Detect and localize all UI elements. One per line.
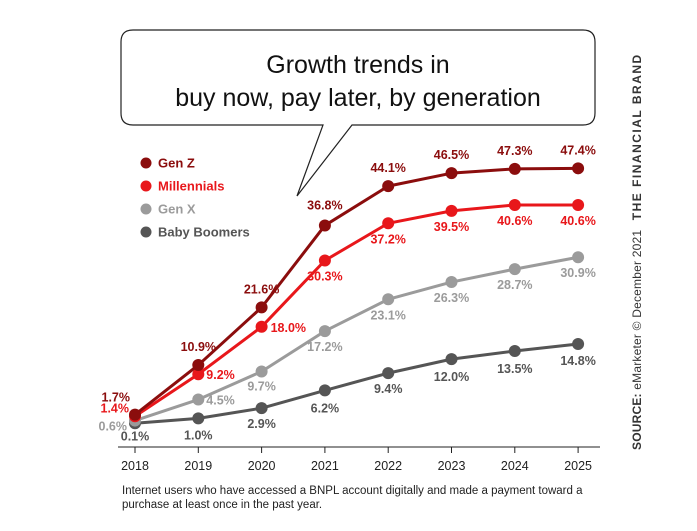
data-point: [508, 263, 521, 276]
data-point: [445, 353, 458, 366]
footnote: Internet users who have accessed a BNPL …: [122, 485, 583, 511]
data-point: [255, 402, 268, 415]
data-label: 21.6%: [244, 282, 279, 296]
data-point: [318, 219, 331, 232]
series-line: [134, 255, 579, 422]
x-tick-label: 2021: [311, 459, 339, 473]
data-point: [192, 359, 205, 372]
data-point: [508, 198, 521, 211]
x-tick-label: 2018: [121, 459, 149, 473]
data-point: [572, 198, 585, 211]
x-tick-label: 2023: [438, 459, 466, 473]
data-label: 37.2%: [370, 232, 405, 246]
title-callout: Growth trends in buy now, pay later, by …: [120, 29, 596, 197]
data-label: 6.2%: [311, 401, 340, 415]
data-point: [192, 368, 205, 381]
data-label: 0.6%: [99, 420, 128, 434]
data-label: 12.0%: [434, 370, 469, 384]
data-label: 47.3%: [497, 144, 532, 158]
legend-label: Gen X: [158, 202, 196, 217]
data-point: [445, 167, 458, 180]
data-label: 14.8%: [560, 354, 595, 368]
data-label: 40.6%: [497, 214, 532, 228]
series-line: [134, 203, 579, 418]
data-point: [129, 408, 141, 421]
data-label: 26.3%: [434, 291, 469, 305]
data-point: [508, 162, 521, 175]
data-label: 23.1%: [370, 308, 405, 322]
x-tick-label: 2025: [564, 459, 592, 473]
data-label: 17.2%: [307, 340, 342, 354]
data-point: [318, 384, 331, 397]
data-label: 40.6%: [560, 214, 595, 228]
data-point: [572, 251, 585, 264]
data-point: [192, 393, 205, 406]
data-label: 10.9%: [181, 340, 216, 354]
legend-label: Baby Boomers: [158, 225, 250, 240]
source-credit: SOURCE: eMarketer © December 2021 THE FI…: [630, 50, 644, 450]
legend-label: Millennials: [158, 179, 224, 194]
data-label: 39.5%: [434, 220, 469, 234]
data-point: [382, 180, 395, 193]
data-point: [382, 217, 395, 230]
speech-bubble: [120, 29, 596, 197]
data-label: 9.7%: [247, 380, 276, 394]
series-lines: [134, 166, 579, 425]
legend-marker: [140, 157, 152, 169]
data-point: [318, 254, 331, 267]
data-label: 9.2%: [206, 368, 235, 382]
series-line: [134, 342, 579, 425]
data-label: 13.5%: [497, 362, 532, 376]
data-label: 30.9%: [560, 266, 595, 280]
brand-name: THE FINANCIAL BRAND: [630, 53, 644, 221]
series-line: [134, 166, 579, 416]
legend-marker: [140, 180, 152, 192]
x-tick-label: 2024: [501, 459, 529, 473]
data-point: [445, 276, 458, 289]
data-point: [572, 162, 585, 175]
data-label: 47.4%: [560, 143, 595, 157]
legend: Gen Z Millennials Gen X Baby Boomers: [140, 156, 250, 240]
data-point: [445, 204, 458, 217]
data-point: [508, 345, 521, 358]
x-tick-label: 2020: [248, 459, 276, 473]
source-label: SOURCE:: [630, 393, 644, 450]
data-label: 1.7%: [102, 391, 131, 405]
x-axis-ticks: 2018 2019 2020 2021 2022 2023 2024 2025: [121, 447, 592, 473]
data-label: 1.0%: [184, 428, 213, 442]
data-point: [255, 301, 268, 314]
x-tick-label: 2022: [374, 459, 402, 473]
data-label: 1.4%: [101, 401, 130, 415]
data-point: [572, 338, 585, 351]
data-point: [318, 325, 331, 338]
data-label: 30.3%: [307, 269, 342, 283]
data-label: 9.4%: [374, 382, 403, 396]
data-label: 46.5%: [434, 148, 469, 162]
data-point: [382, 367, 395, 380]
data-label: 0.1%: [121, 429, 150, 443]
chart-title-line-1: Growth trends in: [266, 51, 449, 79]
data-label: 4.5%: [206, 394, 235, 408]
source-text: eMarketer © December 2021: [630, 229, 644, 390]
data-label: 28.7%: [497, 278, 532, 292]
data-point: [255, 365, 268, 378]
legend-marker: [140, 226, 152, 238]
data-label: 2.9%: [247, 417, 276, 431]
chart-title-line-2: buy now, pay later, by generation: [175, 84, 541, 112]
data-label: 36.8%: [307, 198, 342, 212]
data-point: [382, 293, 395, 306]
data-label: 18.0%: [271, 321, 306, 335]
data-label: 44.1%: [370, 161, 405, 175]
series-points: [129, 162, 585, 430]
data-point: [255, 320, 268, 333]
legend-marker: [140, 203, 152, 215]
legend-label: Gen Z: [158, 156, 195, 171]
data-labels: 1.7% 10.9% 21.6% 36.8% 44.1% 46.5% 47.3% 47.4% 1…: [99, 143, 596, 443]
x-tick-label: 2019: [184, 459, 212, 473]
data-point: [192, 412, 205, 425]
